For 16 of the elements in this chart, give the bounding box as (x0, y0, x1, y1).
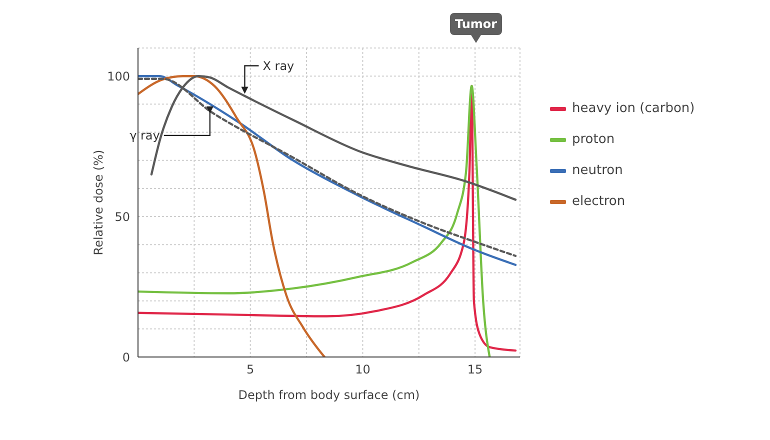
legend-label: electron (572, 194, 626, 209)
legend-label: heavy ion (carbon) (572, 101, 695, 116)
y-axis-title: Relative dose (%) (91, 150, 106, 256)
x-tick-label: 10 (355, 362, 370, 377)
x-tick-label: 5 (246, 362, 254, 377)
legend-label: proton (572, 132, 615, 147)
annotation: X ray (262, 58, 294, 73)
y-tick-label: 0 (122, 350, 130, 364)
y-tick-label: 50 (114, 210, 130, 224)
annotation: γ ray (130, 128, 160, 142)
y-tick-label: 100 (107, 69, 130, 84)
line-series (138, 74, 326, 357)
x-tick-label: 15 (467, 362, 483, 377)
x-axis-title: Depth from body surface (cm) (238, 388, 420, 402)
text: Tumor (454, 17, 498, 31)
legend-label: neutron (572, 163, 623, 178)
